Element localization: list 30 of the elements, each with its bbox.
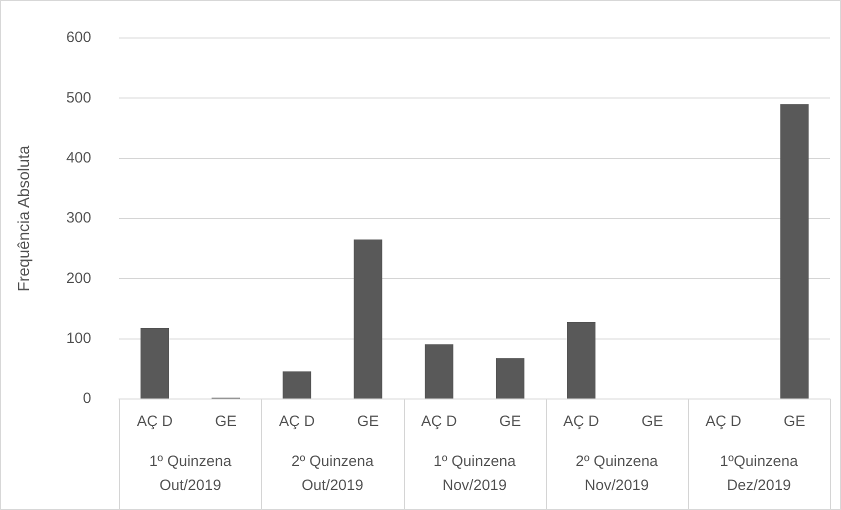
y-tick-label: 0 [82, 390, 92, 408]
bar [140, 328, 169, 398]
x-tick-label: GE [357, 413, 379, 430]
text: 1º Quinzena Nov/2019 [434, 453, 516, 494]
bar [496, 358, 524, 398]
y-tick-label: 300 [66, 210, 92, 227]
y-tick-label: 100 [66, 330, 92, 347]
x-tick-label: GE [641, 413, 664, 430]
y-tick-label: 400 [66, 149, 92, 166]
bar [780, 104, 809, 398]
y-tick-label: 200 [66, 270, 92, 287]
bar [282, 371, 312, 398]
y-tick-label: 600 [66, 29, 92, 46]
x-tick-label: AÇ D [563, 413, 600, 430]
text: 1ºQuinzena Dez/2019 [720, 453, 799, 494]
x-tick-label: AÇ D [136, 413, 173, 430]
bar [354, 240, 382, 398]
text: 1º Quinzena Out/2019 [149, 453, 232, 494]
x-tick-label: AÇ D [421, 413, 458, 430]
x-tick-label: GE [499, 413, 521, 430]
x-tick-label: AÇ D [279, 413, 316, 430]
x-tick-label: AÇ D [705, 413, 742, 430]
y-axis-title: Frequência Absoluta [16, 145, 34, 292]
x-tick-label: GE [215, 413, 237, 430]
text: 2º Quinzena Nov/2019 [576, 453, 659, 494]
bar [567, 322, 596, 398]
text: 2º Quinzena Out/2019 [291, 453, 374, 494]
bar [424, 344, 454, 398]
x-tick-label: GE [784, 413, 806, 430]
y-tick-label: 500 [66, 89, 92, 106]
